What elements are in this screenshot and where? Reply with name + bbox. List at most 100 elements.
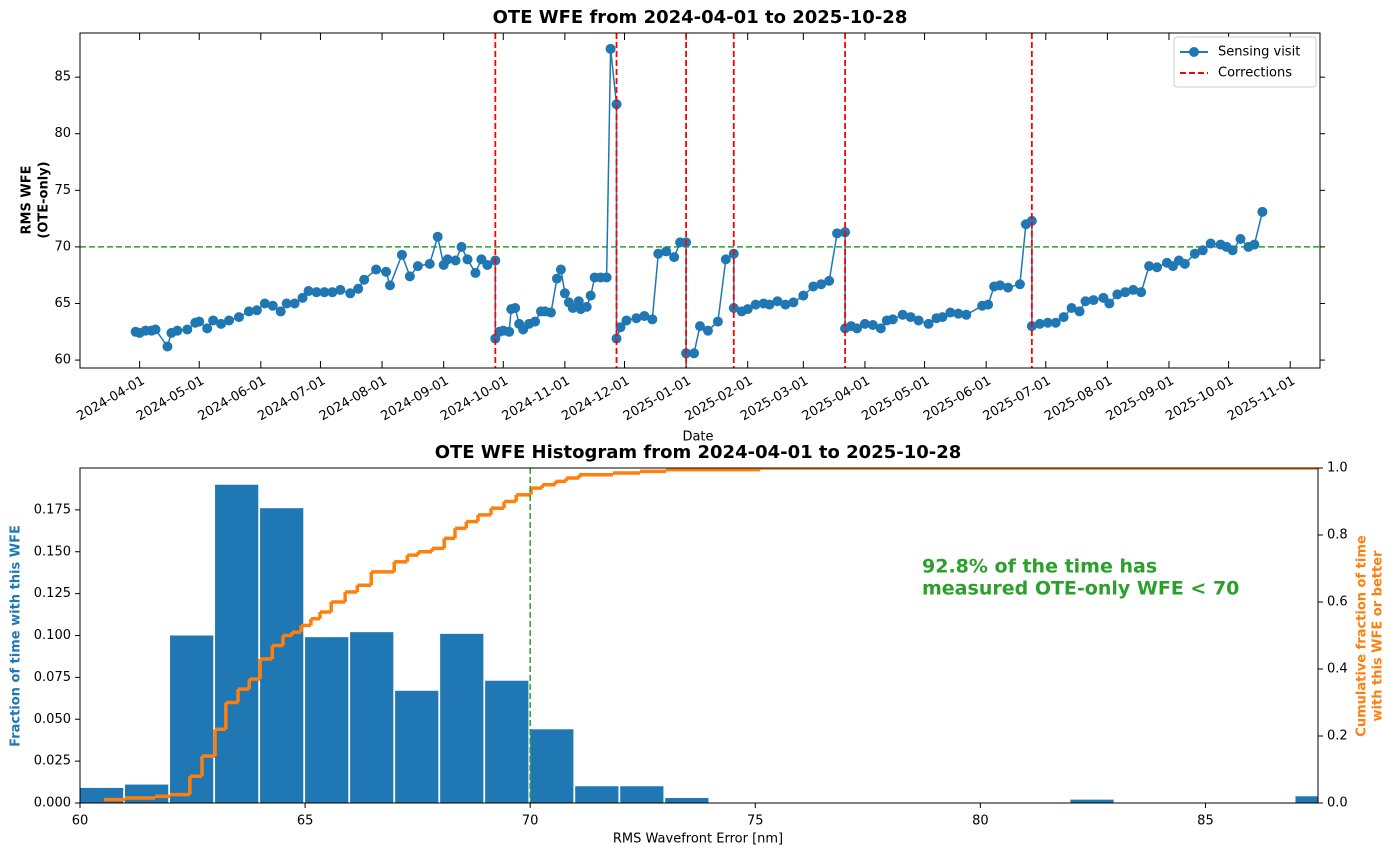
chart-title: OTE WFE from 2024-04-01 to 2025-10-28 [493,7,908,28]
data-point [605,43,616,54]
data-point [1050,317,1061,328]
data-point [1235,233,1246,244]
data-point [1189,248,1200,259]
data-point [581,301,592,312]
data-point [289,298,300,309]
data-point [359,274,370,285]
y2-axis-label: with this WFE or better [1371,550,1386,722]
x-tick-label: 2025-01-01 [621,374,694,425]
y-tick-label: 0.075 [34,670,71,685]
data-point [788,297,799,308]
y-tick-label: 60 [54,353,71,368]
data-point [1179,258,1190,269]
data-point [585,290,596,301]
data-point [297,292,308,303]
data-point [482,260,493,271]
data-point [808,281,819,292]
data-point [1080,296,1091,307]
x-tick-label: 80 [972,814,989,829]
y2-tick-label: 0.0 [1327,796,1348,811]
data-point [816,279,827,290]
series-line [135,48,1264,355]
bar [125,784,169,803]
data-point [319,287,330,298]
x-tick-label: 2025-10-01 [1163,374,1236,425]
x-tick-label: 2025-08-01 [1042,374,1115,425]
data-point [1197,245,1208,256]
data-point [327,287,338,298]
data-point [867,319,878,330]
data-point [1144,261,1155,272]
data-point [1003,282,1014,293]
data-point [647,314,658,325]
x-tick-label: 2024-07-01 [255,374,328,425]
data-point [233,312,244,323]
data-point [824,275,835,286]
data-point [601,272,612,283]
x-axis-label: Date [682,430,713,445]
legend-box [1173,36,1317,88]
data-point [243,306,254,317]
data-point [567,303,578,314]
data-point [504,326,515,337]
data-point [897,309,908,320]
data-point [1034,318,1045,329]
data-point [1257,206,1268,217]
data-point [832,228,843,239]
data-point [424,258,435,269]
y2-tick-label: 0.2 [1327,729,1348,744]
data-point [224,315,235,326]
data-point [764,299,775,310]
y-tick-label: 0.175 [34,502,71,517]
data-point [695,321,705,332]
data-point [162,341,173,352]
x-tick-label: 75 [747,814,764,829]
data-point [875,323,886,334]
data-point [573,296,584,307]
data-point [1128,284,1139,295]
data-point [780,299,791,310]
y2-tick-label: 1.0 [1327,461,1348,476]
data-point [412,261,423,272]
y-tick-label: 80 [54,126,71,141]
y-tick-label: 0.150 [34,544,71,559]
data-point [742,304,753,315]
plot-area [80,468,1318,803]
data-point [995,280,1006,291]
x-tick-label: 2024-12-01 [559,374,632,425]
data-point [639,310,650,321]
legend-handle [1189,47,1199,57]
bar [350,632,394,803]
legend: Sensing visit Corrections [1173,36,1317,88]
x-tick-label: 2024-05-01 [134,374,207,425]
y-tick-label: 0.050 [34,712,71,727]
data-point [275,306,286,317]
data-point [1088,295,1099,306]
data-point [311,287,322,298]
x-tick-label: 60 [72,814,89,829]
bar [305,637,349,803]
data-point [404,271,415,282]
data-point [172,325,183,336]
y-tick-label: 85 [54,70,71,85]
x-tick-label: 85 [1197,814,1214,829]
data-point [442,254,453,265]
data-point [961,309,972,320]
data-point [1136,287,1147,298]
bar [530,729,574,803]
y2-axis-label: Cumulative fraction of time [1355,535,1370,737]
data-point [530,316,541,327]
data-point [615,322,626,333]
y2-tick-label: 0.6 [1327,595,1348,610]
bar [620,786,664,803]
x-tick-label: 2025-07-01 [981,374,1054,425]
y-tick-label: 65 [54,296,71,311]
data-point [150,324,161,335]
data-point [371,264,382,275]
data-point [611,333,622,344]
y2-tick-label: 0.8 [1327,528,1348,543]
data-point [1152,262,1163,273]
y-axis-label: (OTE-only) [37,161,52,238]
bar [440,633,484,803]
y2-tick-label: 0.4 [1327,662,1348,677]
